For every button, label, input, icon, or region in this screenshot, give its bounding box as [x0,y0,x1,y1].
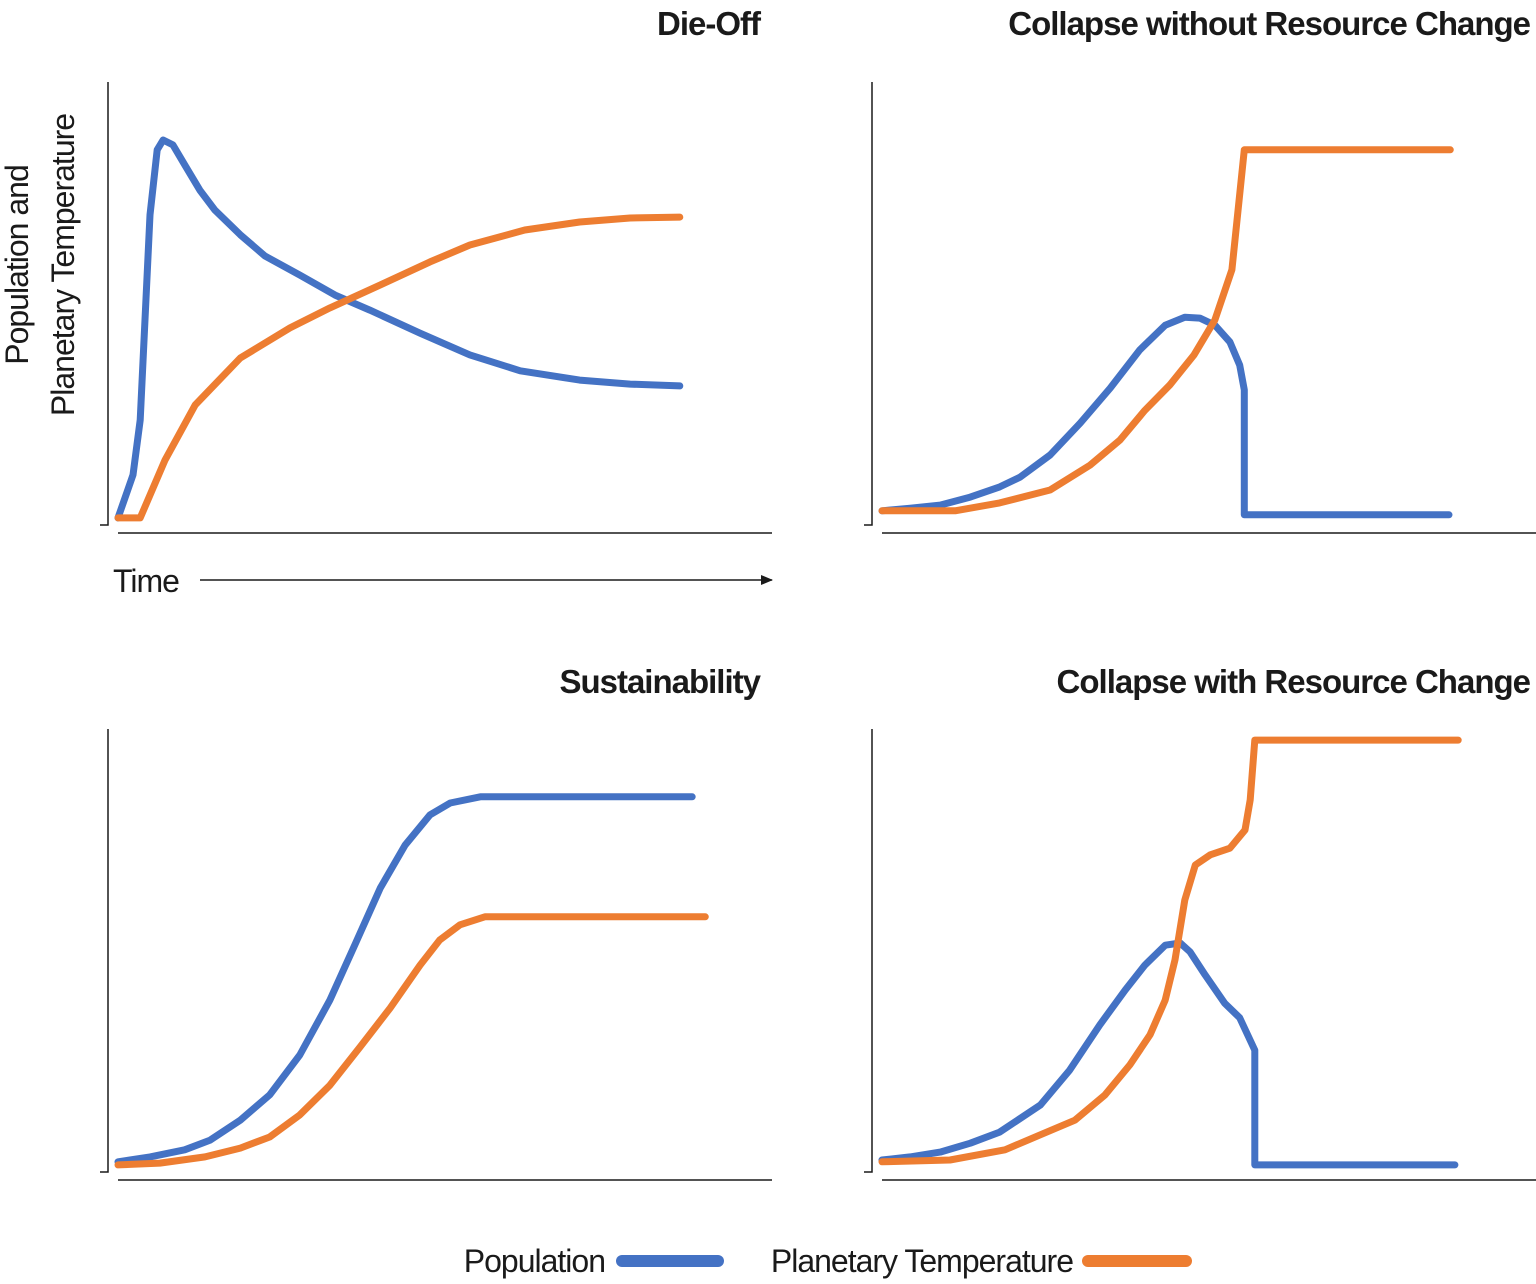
panel: Die-Off [100,5,772,534]
series-line [114,793,696,1166]
series-line [114,913,709,1169]
series-line [114,136,684,522]
y-axis-label: Population and Planetary Temperature [0,114,81,416]
chart-title: Sustainability [559,663,761,700]
legend-label: Planetary Temperature [771,1243,1073,1279]
chart-title: Collapse with Resource Change [1057,663,1531,700]
y-axis [100,82,109,526]
panel: Collapse with Resource Change [864,663,1536,1181]
y-axis [864,729,873,1173]
series-line [878,313,1453,519]
legend: Population Planetary Temperature [464,1243,1192,1279]
panel: Sustainability [100,663,772,1181]
y-label-line: Population and [0,165,35,365]
chart-title: Die-Off [657,5,762,42]
y-label-line: Planetary Temperature [45,114,81,416]
panel: Collapse without Resource Change [864,5,1536,534]
series-line [878,146,1454,515]
chart-title: Collapse without Resource Change [1008,5,1530,42]
x-axis-label: Time [113,563,179,599]
series-line [878,939,1459,1169]
series-line [114,213,684,522]
y-axis [864,82,873,526]
series-line [878,736,1462,1166]
legend-label: Population [464,1243,605,1279]
y-axis [100,729,109,1173]
